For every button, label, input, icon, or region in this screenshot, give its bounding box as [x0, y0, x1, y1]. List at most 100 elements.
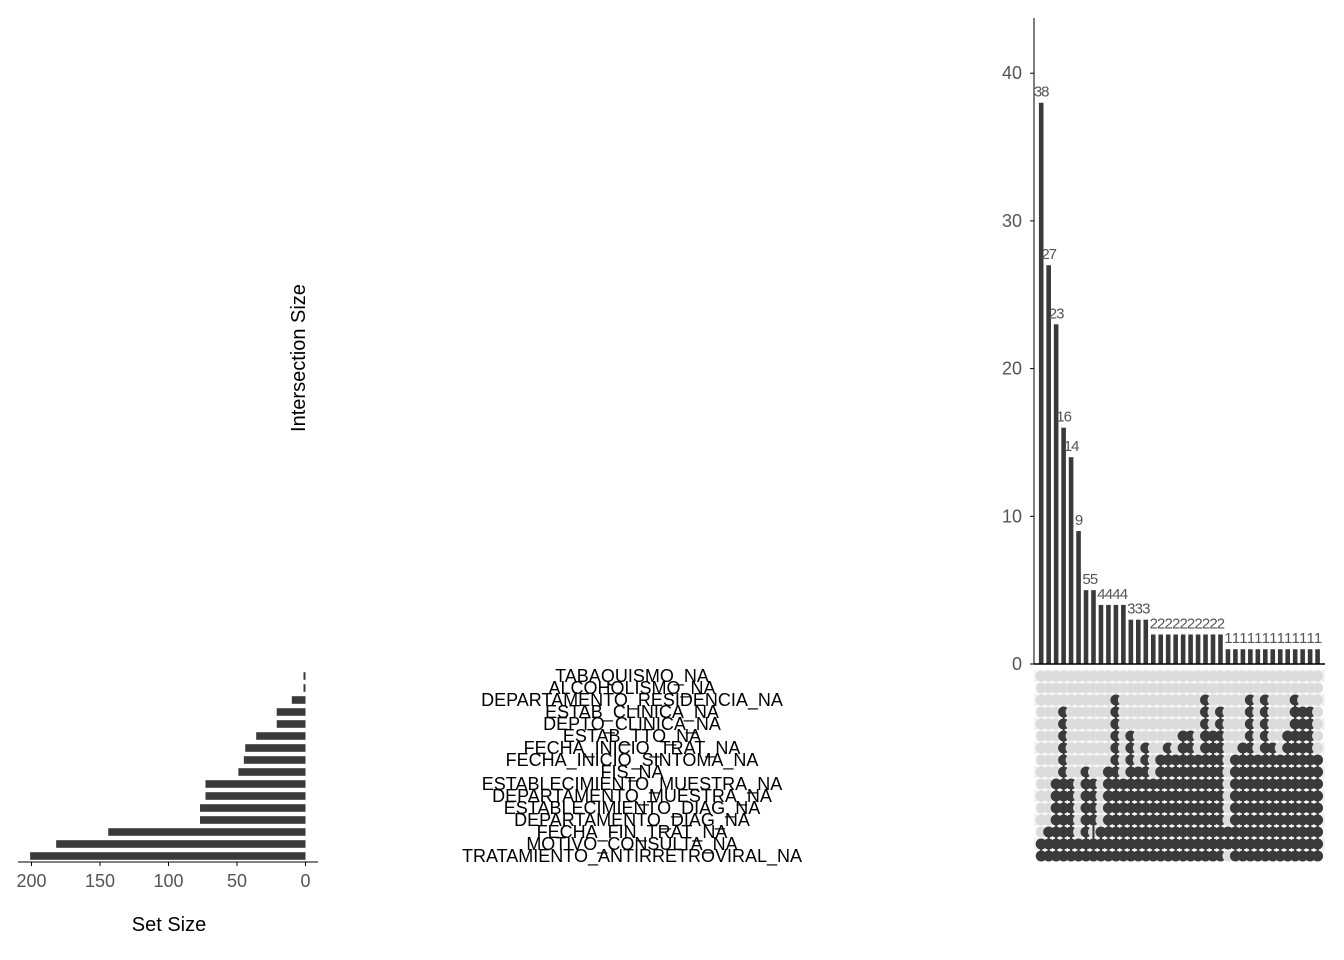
matrix-dot-inactive — [1312, 742, 1324, 754]
intersection-axis-title: Intersection Size — [288, 284, 310, 432]
intersection-y-tick-label: 0 — [1012, 654, 1022, 674]
set-size-tick-label: 150 — [85, 871, 115, 891]
set-name-label: TRATAMIENTO_ANTIRRETROVIRAL_NA — [462, 846, 802, 867]
intersection-bar — [1240, 649, 1246, 664]
intersection-bar — [1165, 634, 1171, 664]
matrix-dot-inactive — [1312, 706, 1324, 718]
set-name-label: TABAQUISMO_NA — [555, 666, 709, 687]
intersection-bar-value-label: 1 — [1299, 630, 1307, 647]
intersection-bar-value-label: 27 — [1041, 246, 1056, 263]
set-name-label: FECHA_INICIO_TRAT_NA — [524, 738, 741, 759]
set-name-label: ESTAB_TTO_NA — [563, 726, 701, 747]
intersection-bar-value-label: 1 — [1292, 630, 1300, 647]
set-name-labels: TABAQUISMO_NAALCOHOLISMO_NADEPARTAMENTO_… — [462, 666, 802, 867]
intersection-bar-value-label: 1 — [1239, 630, 1247, 647]
intersection-bar-value-label: 1 — [1314, 630, 1322, 647]
intersection-y-axis: 0 10 20 30 40 — [1002, 18, 1325, 674]
set-size-bar — [56, 840, 306, 848]
intersection-bar — [1053, 324, 1059, 664]
intersection-bar-value-label: 23 — [1049, 305, 1064, 322]
set-name-label: ESTAB_CLINICA_NA — [545, 702, 719, 723]
intersection-bar-value-label: 5 — [1090, 571, 1098, 588]
intersection-bar-value-label: 2 — [1165, 615, 1173, 632]
intersection-bar-value-label: 2 — [1194, 615, 1202, 632]
intersection-bar-value-label: 1 — [1306, 630, 1314, 647]
set-name-label: DEPARTAMENTO_RESIDENCIA_NA — [481, 690, 783, 711]
set-name-label: ESTABLECIMIENTO_DIAG_NA — [504, 798, 760, 819]
set-name-label: ALCOHOLISMO_NA — [548, 678, 715, 699]
intersection-bar — [1076, 531, 1081, 664]
matrix-dot-inactive — [1312, 718, 1324, 730]
intersection-bar-value-label: 14 — [1064, 438, 1079, 455]
set-size-axis-title: Set Size — [132, 914, 206, 936]
intersection-bar — [1173, 634, 1178, 664]
intersection-bars-panel — [1038, 102, 1320, 665]
intersection-bar — [1061, 427, 1066, 664]
set-size-bar — [276, 720, 306, 728]
intersection-bar — [1046, 265, 1051, 664]
intersection-bar — [1203, 634, 1208, 664]
intersection-bar — [1098, 604, 1104, 664]
intersection-bar — [1091, 590, 1096, 664]
intersection-bar — [1315, 649, 1320, 664]
matrix-dot-inactive — [1312, 682, 1324, 694]
set-size-bar — [245, 744, 306, 752]
intersection-bar — [1270, 649, 1276, 664]
intersection-bar — [1143, 619, 1149, 664]
set-size-bar — [200, 816, 306, 824]
intersection-bar-value-label: 16 — [1056, 409, 1071, 426]
set-name-label: FIS_NA — [600, 762, 663, 783]
intersection-bar — [1121, 604, 1126, 664]
intersection-bar — [1307, 649, 1313, 664]
set-size-x-axis: 200 150 100 50 0 — [16, 861, 318, 891]
intersection-bar-value-label: 5 — [1082, 571, 1090, 588]
intersection-y-tick-label: 30 — [1002, 211, 1022, 231]
intersection-bar — [1195, 634, 1201, 664]
intersection-bar-value-label: 1 — [1254, 630, 1262, 647]
set-size-tick-label: 0 — [300, 871, 310, 891]
intersection-bar-value-label: 2 — [1202, 615, 1210, 632]
set-size-bar — [205, 780, 306, 788]
set-size-bar — [243, 756, 306, 764]
set-size-bar — [303, 672, 306, 680]
intersection-bar — [1128, 619, 1134, 664]
set-size-bar — [200, 804, 306, 812]
intersection-bar — [1218, 634, 1223, 664]
intersection-bar — [1292, 649, 1298, 664]
intersection-bar-value-label: 2 — [1157, 615, 1165, 632]
intersection-bar-value-label: 2 — [1187, 615, 1195, 632]
set-size-bars-panel — [30, 672, 306, 860]
intersection-bar — [1255, 649, 1261, 664]
intersection-bar-value-label: 4 — [1112, 586, 1120, 603]
intersection-bar-value-label: 4 — [1097, 586, 1105, 603]
intersection-y-tick-label: 40 — [1002, 63, 1022, 83]
intersection-bar-value-label: 1 — [1269, 630, 1277, 647]
matrix-dot-inactive — [1312, 730, 1324, 742]
set-size-bar — [276, 708, 306, 716]
set-name-label: DEPARTAMENTO_DIAG_NA — [514, 810, 750, 831]
intersection-bar-value-label: 1 — [1262, 630, 1270, 647]
intersection-bar-value-label: 4 — [1105, 586, 1113, 603]
intersection-bar — [1083, 590, 1089, 664]
intersection-bar — [1188, 634, 1193, 664]
set-size-tick-label: 50 — [227, 871, 247, 891]
set-size-bar — [238, 768, 306, 776]
set-name-label: MOTIVO_CONSULTA_NA — [526, 834, 737, 855]
intersection-bar-value-label: 3 — [1127, 601, 1135, 618]
set-size-bar — [256, 732, 306, 740]
intersection-bar — [1300, 649, 1305, 664]
set-name-label: FECHA_FIN_TRAT_NA — [537, 822, 728, 843]
intersection-bar — [1210, 634, 1216, 664]
intersection-bar-value-label: 1 — [1247, 630, 1255, 647]
set-size-bar — [108, 828, 306, 836]
intersection-bar-value-label: 9 — [1075, 512, 1083, 529]
intersection-bar-value-label: 3 — [1142, 601, 1150, 618]
set-size-bar — [291, 696, 306, 704]
intersection-bar-value-label: 2 — [1209, 615, 1217, 632]
intersection-bar — [1150, 634, 1156, 664]
intersection-bar-value-label: 1 — [1277, 630, 1285, 647]
intersection-bar — [1233, 649, 1238, 664]
set-name-label: DEPTO_CLINICA_NA — [543, 714, 721, 735]
intersection-bar — [1285, 649, 1291, 664]
